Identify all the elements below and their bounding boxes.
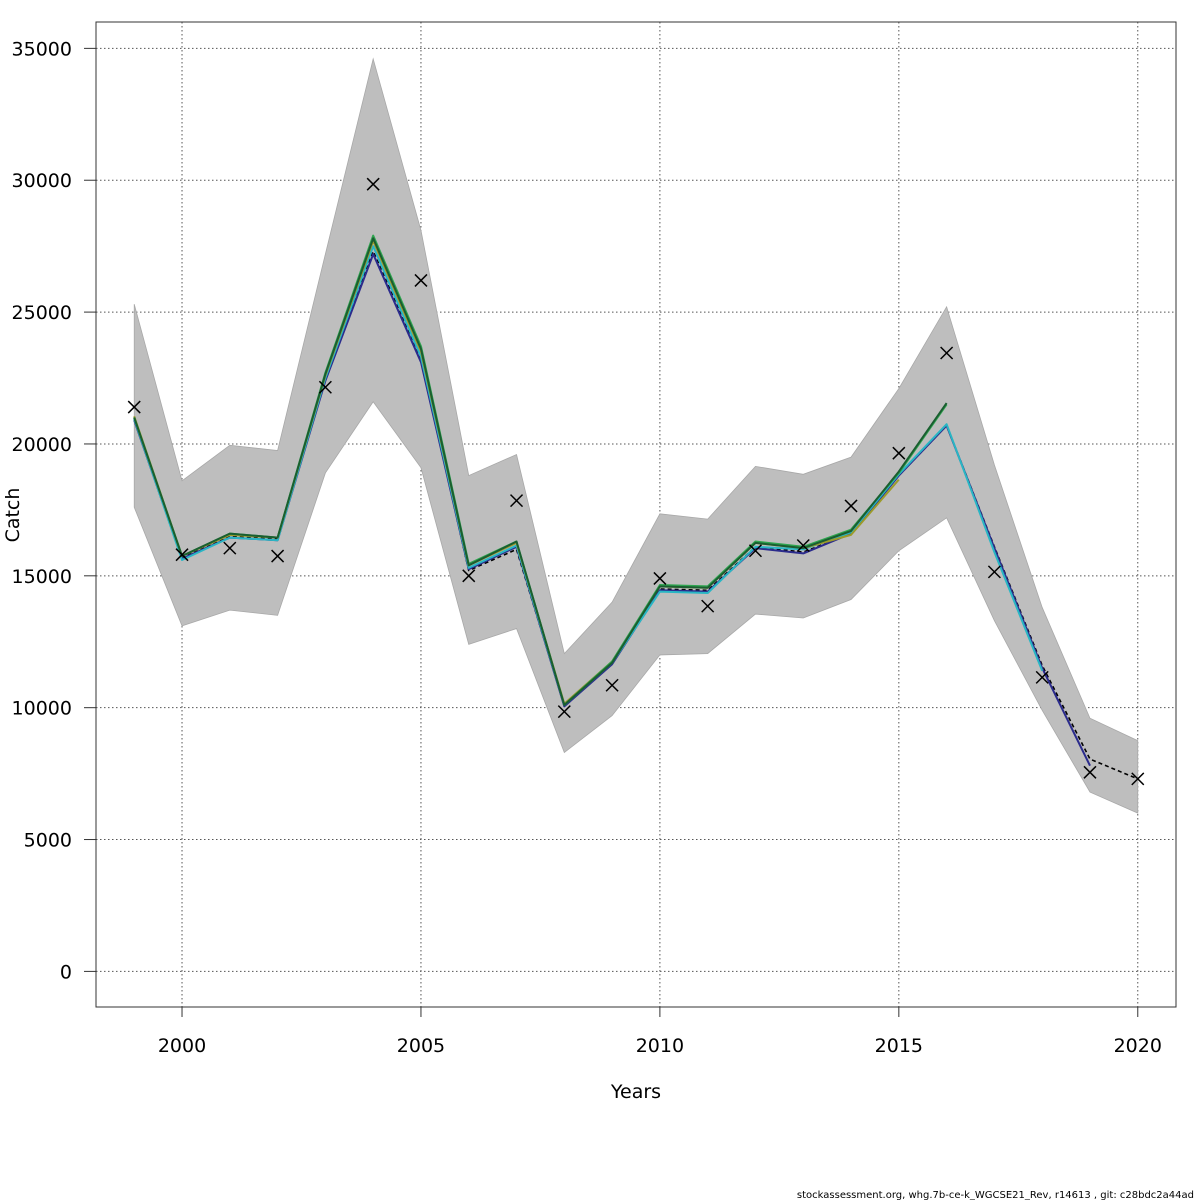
x-axis-title: Years — [610, 1081, 661, 1103]
observation-point — [940, 346, 954, 360]
observation-mark-b — [223, 541, 237, 555]
y-axis-title: Catch — [2, 488, 24, 543]
observation-point — [796, 538, 810, 553]
y-tick-label: 35000 — [12, 38, 72, 60]
observation-point — [605, 678, 619, 692]
observation-point — [223, 541, 237, 555]
observation-point — [892, 446, 906, 460]
x-tick-label: 2010 — [636, 1035, 684, 1057]
observation-mark-b — [557, 705, 571, 719]
observation-mark-b — [892, 446, 906, 460]
observation-point — [510, 494, 524, 508]
observation-point — [414, 273, 428, 287]
y-tick-label: 15000 — [12, 566, 72, 588]
y-tick-label: 20000 — [12, 434, 72, 456]
observation-point — [462, 569, 476, 583]
observation-mark-b — [271, 549, 285, 563]
observation-mark-b — [366, 177, 380, 191]
plot-frame — [95, 21, 1177, 1008]
y-tick-label: 25000 — [12, 302, 72, 324]
observation-mark-b — [748, 544, 762, 558]
observation-point — [1131, 772, 1145, 786]
x-tick-label: 2020 — [1114, 1035, 1162, 1057]
observation-point — [844, 499, 858, 513]
observation-mark-b — [844, 499, 858, 513]
observation-point — [557, 705, 571, 719]
observation-mark-b — [653, 571, 667, 585]
x-tick-label: 2000 — [158, 1035, 206, 1057]
observation-mark-b — [510, 494, 524, 508]
observation-mark-b — [796, 538, 810, 553]
observation-point — [366, 177, 380, 191]
y-tick-label: 5000 — [24, 830, 72, 852]
observation-mark-b — [1035, 670, 1049, 684]
y-tick-label: 30000 — [12, 170, 72, 192]
observation-mark-b — [1083, 765, 1097, 779]
observation-mark-b — [1131, 772, 1145, 786]
y-axis: 0 5000 10000 15000 20000 25000 30000 35000 — [12, 38, 96, 983]
x-tick-label: 2015 — [875, 1035, 923, 1057]
observations-layer — [127, 177, 1145, 786]
y-tick-label: 10000 — [12, 698, 72, 720]
observation-mark-b — [701, 599, 715, 613]
observation-mark-b — [987, 565, 1001, 579]
observation-mark-b — [414, 273, 428, 287]
observation-mark-b — [318, 380, 332, 394]
observation-point — [318, 380, 332, 394]
footer-credit: stockassessment.org, whg.7b-ce-k_WGCSE21… — [797, 1190, 1194, 1200]
gridlines — [96, 22, 1176, 1007]
confidence-band — [133, 57, 1139, 814]
observation-mark-b — [605, 678, 619, 692]
y-tick-label: 0 — [60, 961, 72, 983]
confidence-band-layer — [133, 57, 1139, 814]
observation-point — [1083, 765, 1097, 779]
observation-point — [653, 571, 667, 585]
observation-point — [987, 565, 1001, 579]
x-axis: 2000 2005 2010 2015 2020 — [158, 1007, 1162, 1057]
observation-point — [701, 599, 715, 613]
observation-mark-b — [175, 548, 189, 562]
series-line-5 — [133, 237, 948, 706]
observation-mark-b — [940, 346, 954, 360]
series-layer — [133, 234, 1139, 780]
observation-point — [1035, 670, 1049, 684]
observation-mark-b — [127, 400, 141, 414]
observation-point — [271, 549, 285, 563]
observation-mark-b — [462, 569, 476, 583]
x-tick-label: 2005 — [397, 1035, 445, 1057]
observation-point — [175, 548, 189, 562]
observation-point — [127, 400, 141, 414]
observation-point — [748, 544, 762, 558]
